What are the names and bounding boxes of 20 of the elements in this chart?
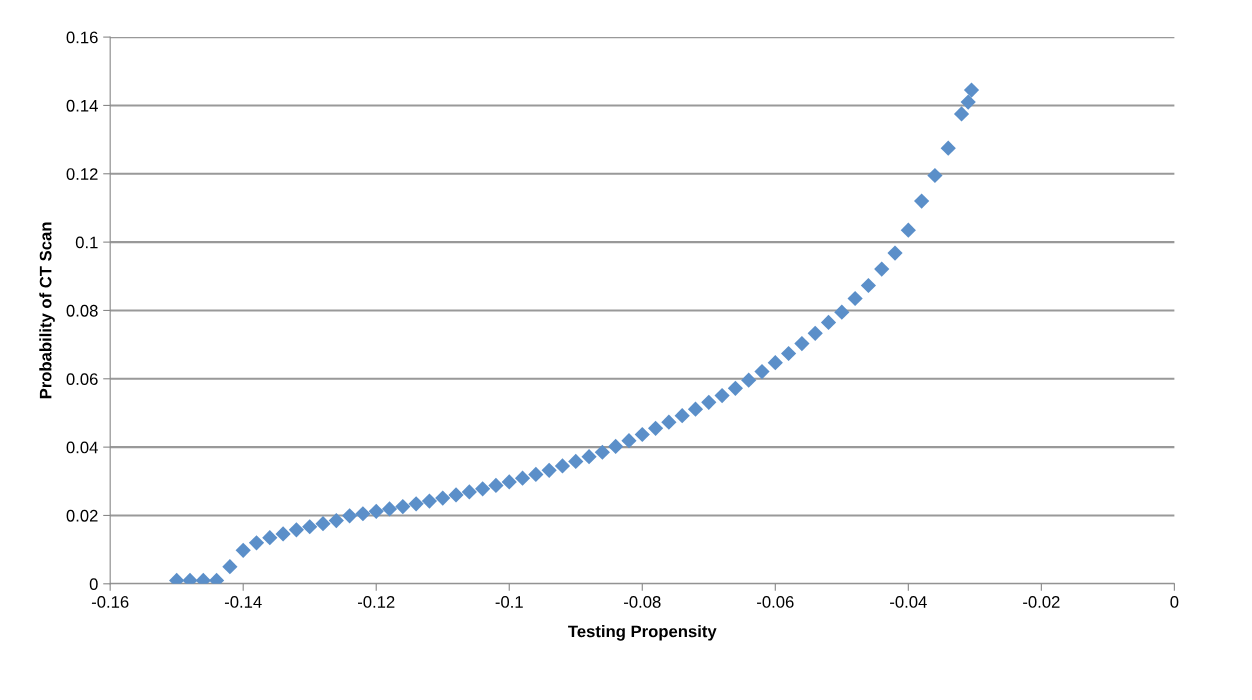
x-tick-label: -0.04: [890, 596, 927, 608]
y-tick-label: 0.04: [66, 441, 98, 454]
x-tick-label: -0.12: [357, 596, 395, 608]
x-tick-label: -0.08: [624, 596, 661, 608]
y-tick-label: 0: [89, 578, 98, 590]
y-tick-label: 0.14: [66, 99, 98, 112]
y-tick-label: 0.12: [66, 168, 98, 180]
y-tick-label: 0.1: [75, 236, 98, 249]
x-tick-label: -0.02: [1023, 596, 1060, 608]
y-axis-title: Probability of CT Scan: [39, 222, 55, 399]
x-tick-label: -0.16: [91, 596, 129, 608]
x-tick-label: -0.1: [495, 596, 523, 608]
y-tick-label: 0.08: [66, 304, 98, 317]
x-tick-label: -0.06: [757, 596, 794, 608]
x-tick-label: 0: [1170, 596, 1179, 608]
y-tick-label: 0.16: [66, 31, 98, 44]
x-axis-title: Testing Propensity: [568, 625, 717, 641]
y-tick-label: 0.06: [66, 373, 98, 385]
x-tick-label: -0.14: [224, 596, 262, 608]
y-tick-label: 0.02: [66, 509, 98, 522]
